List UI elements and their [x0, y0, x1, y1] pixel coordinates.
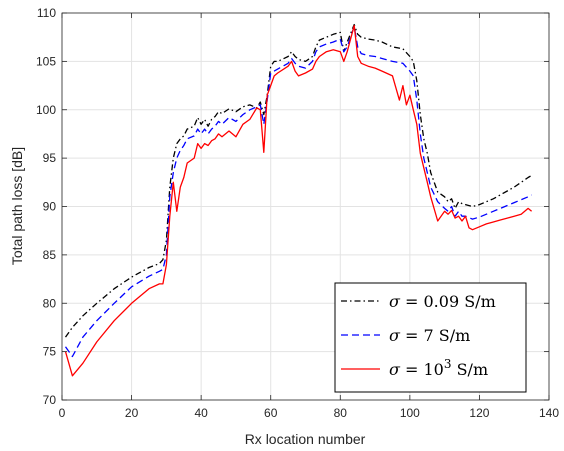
- series-line-1: [64, 25, 532, 358]
- y-tick-label: 90: [43, 200, 57, 214]
- x-tick-label: 120: [469, 406, 489, 420]
- y-tick-label: 75: [43, 345, 57, 359]
- x-tick-label: 80: [334, 406, 348, 420]
- y-tick-label: 70: [43, 393, 57, 407]
- y-tick-label: 85: [43, 248, 57, 262]
- series-layer: [64, 23, 533, 377]
- legend-label-1: σ = 7 S/m: [389, 326, 470, 345]
- x-tick-label: 60: [264, 406, 278, 420]
- y-tick-labels: 70 75 80 85 90 95 100 105 110: [36, 6, 56, 407]
- y-tick-label: 80: [43, 296, 57, 310]
- y-tick-label: 105: [36, 54, 56, 68]
- x-tick-label: 0: [59, 406, 66, 420]
- legend: σ = 0.09 S/m σ = 7 S/m σ = 103 S/m: [334, 282, 527, 393]
- legend-label-0: σ = 0.09 S/m: [389, 292, 496, 311]
- y-tick-label: 110: [37, 6, 56, 20]
- series-line-0: [64, 23, 532, 338]
- x-tick-label: 100: [400, 406, 420, 420]
- legend-box: [334, 282, 527, 393]
- x-axis-label: Rx location number: [245, 431, 366, 447]
- y-tick-label: 100: [36, 103, 56, 117]
- legend-label-2: σ = 103 S/m: [389, 357, 488, 379]
- x-tick-label: 20: [125, 406, 139, 420]
- x-tick-label: 140: [539, 406, 559, 420]
- axis-ticks: [61, 12, 550, 401]
- y-tick-label: 95: [43, 151, 57, 165]
- x-tick-label: 40: [194, 406, 208, 420]
- x-tick-labels: 0 20 40 60 80 100 120 140: [59, 406, 560, 420]
- y-axis-label: Total path loss [dB]: [9, 147, 25, 265]
- series-line-2: [64, 24, 533, 377]
